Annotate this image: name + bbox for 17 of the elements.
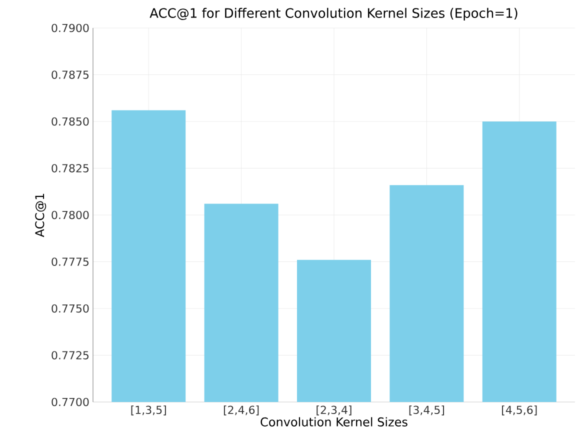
x-axis-title: Convolution Kernel Sizes <box>260 417 408 426</box>
x-tick-label: [2,3,4] <box>316 406 352 416</box>
x-tick-label: [3,4,5] <box>409 406 444 416</box>
x-tick-label: [1,3,5] <box>131 406 166 416</box>
y-tick-label: 0.7700 <box>52 398 89 406</box>
y-tick-label: 0.7775 <box>52 258 88 266</box>
y-tick-label: 0.7875 <box>52 70 88 79</box>
y-tick-label: 0.7725 <box>52 351 88 360</box>
y-axis-title: ACC@1 <box>35 194 46 238</box>
y-tick-label: 0.7800 <box>52 210 89 220</box>
x-tick-label: [4,5,6] <box>502 406 537 416</box>
y-tick-label: 0.7750 <box>52 304 89 313</box>
chart-title: ACC@1 for Different Convolution Kernel Sizes (Epoch=1) <box>150 8 518 20</box>
y-tick-label: 0.7825 <box>52 164 88 172</box>
x-tick-label: [2,4,6] <box>224 406 259 416</box>
y-tick-label: 0.7850 <box>52 117 89 126</box>
y-tick-label: 0.7900 <box>52 24 89 32</box>
